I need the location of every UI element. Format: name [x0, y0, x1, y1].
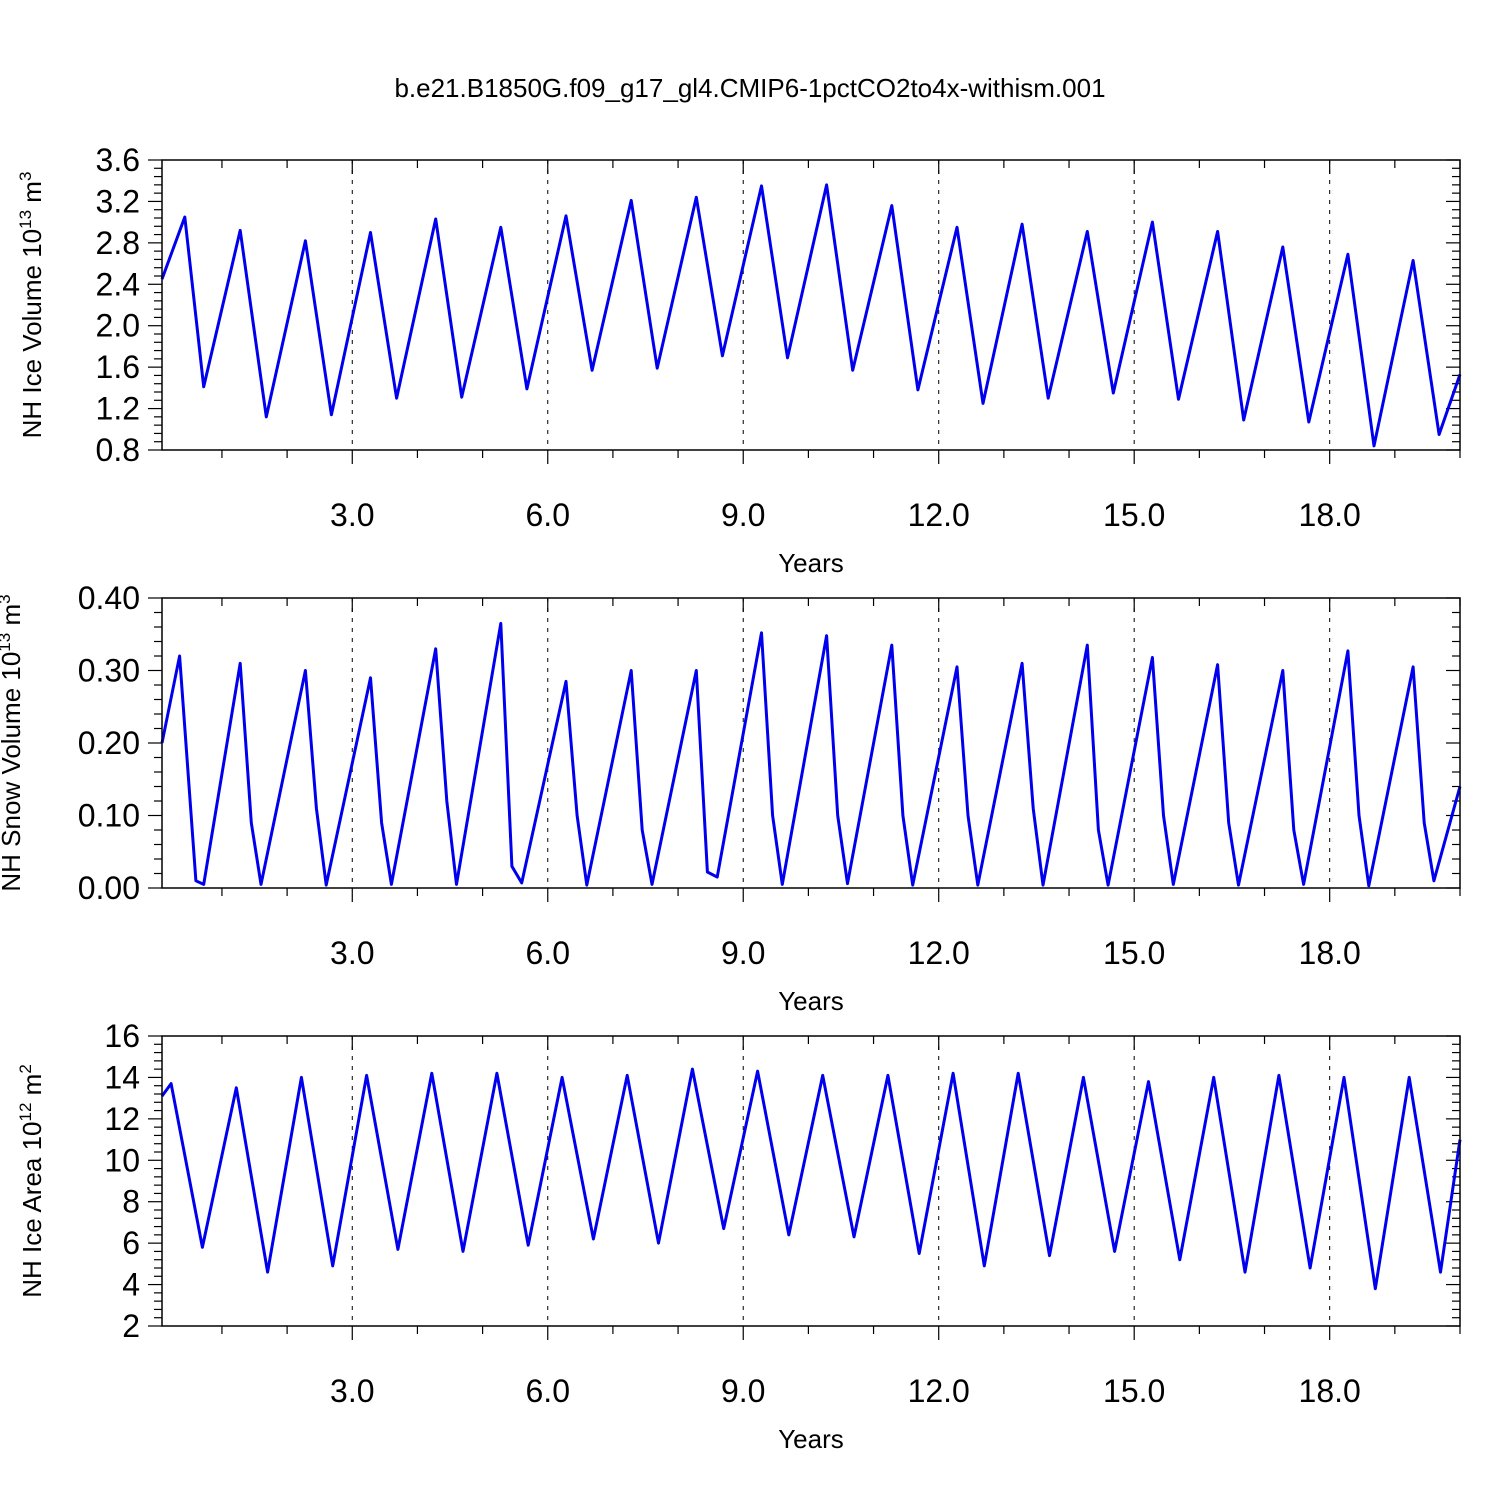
- x-tick-label: 3.0: [330, 935, 374, 971]
- y-tick-label: 0.30: [78, 653, 140, 689]
- x-tick-label: 15.0: [1103, 935, 1165, 971]
- x-tick-label: 15.0: [1103, 497, 1165, 533]
- plot-frame: [161, 1035, 1461, 1327]
- y-axis-label-superscript: 2: [16, 1064, 35, 1073]
- y-tick-label: 2: [122, 1308, 140, 1344]
- y-tick-label: 8: [122, 1184, 140, 1220]
- x-tick-label: 12.0: [908, 497, 970, 533]
- chart-panel-2: 0.00 0.10 0.20 0.30 0.40 3.0 6.0 9.0 12.0 15.0 18.…: [0, 580, 1462, 1016]
- y-tick-label: 16: [104, 1018, 140, 1054]
- x-tick-label: 9.0: [721, 497, 765, 533]
- y-axis-label-text: NH Snow Volume 10: [0, 652, 26, 892]
- y-axis-label-superscript: 13: [0, 633, 14, 652]
- y-tick-label: 6: [122, 1225, 140, 1261]
- y-axis-label-text: NH Ice Volume 10: [17, 229, 47, 439]
- series-line-nh-ice-volume: [160, 183, 1462, 448]
- y-axis-label: NH Ice Area 1012 m2: [16, 1064, 47, 1298]
- y-axis-label-superscript: 3: [0, 594, 14, 603]
- y-tick-label: 0.10: [78, 798, 140, 834]
- x-tick-label: 18.0: [1299, 935, 1361, 971]
- y-tick-label: 14: [104, 1059, 140, 1095]
- x-tick-label: 18.0: [1299, 497, 1361, 533]
- x-tick-label: 9.0: [721, 935, 765, 971]
- x-tick-label: 3.0: [330, 497, 374, 533]
- y-axis-label-superscript: 12: [16, 1103, 35, 1122]
- y-axis-label-text: m: [17, 181, 47, 210]
- y-axis-label-superscript: 13: [16, 210, 35, 229]
- x-axis-label: Years: [778, 986, 844, 1016]
- x-axis-label: Years: [778, 548, 844, 578]
- y-tick-label: 12: [104, 1101, 140, 1137]
- x-axis-label: Years: [778, 1424, 844, 1454]
- chart-panel-3: 2 4 6 8 10 12 14 16 3.0 6.0 9.0 12.0 15.0 18.0 Years NH…: [16, 1018, 1462, 1454]
- chart-panels: 0.8 1.2 1.6 2.0 2.4 2.8 3.2 3.6 3.0 6.0 9.0 12.0 15.…: [0, 142, 1462, 1454]
- chart-title: b.e21.B1850G.f09_g17_gl4.CMIP6-1pctCO2to…: [394, 73, 1105, 103]
- y-tick-label: 10: [104, 1142, 140, 1178]
- y-axis-label: NH Ice Volume 1013 m3: [16, 172, 47, 439]
- x-tick-label: 12.0: [908, 935, 970, 971]
- y-tick-label: 1.2: [96, 391, 140, 427]
- x-tick-label: 6.0: [526, 935, 570, 971]
- y-tick-label: 0.00: [78, 870, 140, 906]
- y-tick-label: 1.6: [96, 349, 140, 385]
- x-tick-label: 18.0: [1299, 1373, 1361, 1409]
- series-line-nh-ice-area: [160, 1067, 1462, 1291]
- y-axis-label-text: NH Ice Area 10: [17, 1121, 47, 1297]
- x-tick-label: 3.0: [330, 1373, 374, 1409]
- x-tick-label: 6.0: [526, 497, 570, 533]
- y-tick-label: 4: [122, 1267, 140, 1303]
- y-axis-label: NH Snow Volume 1013 m3: [0, 594, 26, 891]
- y-tick-label: 2.8: [96, 225, 140, 261]
- y-tick-label: 2.4: [96, 266, 140, 302]
- x-tick-label: 6.0: [526, 1373, 570, 1409]
- y-tick-label: 3.2: [96, 183, 140, 219]
- chart-panel-1: 0.8 1.2 1.6 2.0 2.4 2.8 3.2 3.6 3.0 6.0 9.0 12.0 15.…: [16, 142, 1462, 578]
- y-axis-label-superscript: 3: [16, 172, 35, 181]
- series-line-nh-snow-volume: [160, 621, 1462, 888]
- y-axis-label-text: m: [17, 1074, 47, 1103]
- y-tick-label: 0.40: [78, 580, 140, 616]
- y-axis-label-text: m: [0, 604, 26, 633]
- y-tick-label: 0.8: [96, 432, 140, 468]
- y-tick-label: 3.6: [96, 142, 140, 178]
- x-tick-label: 9.0: [721, 1373, 765, 1409]
- plot-frame: [161, 597, 1461, 889]
- x-tick-label: 12.0: [908, 1373, 970, 1409]
- y-tick-label: 0.20: [78, 725, 140, 761]
- y-tick-label: 2.0: [96, 308, 140, 344]
- x-tick-label: 15.0: [1103, 1373, 1165, 1409]
- plot-frame: [161, 159, 1461, 451]
